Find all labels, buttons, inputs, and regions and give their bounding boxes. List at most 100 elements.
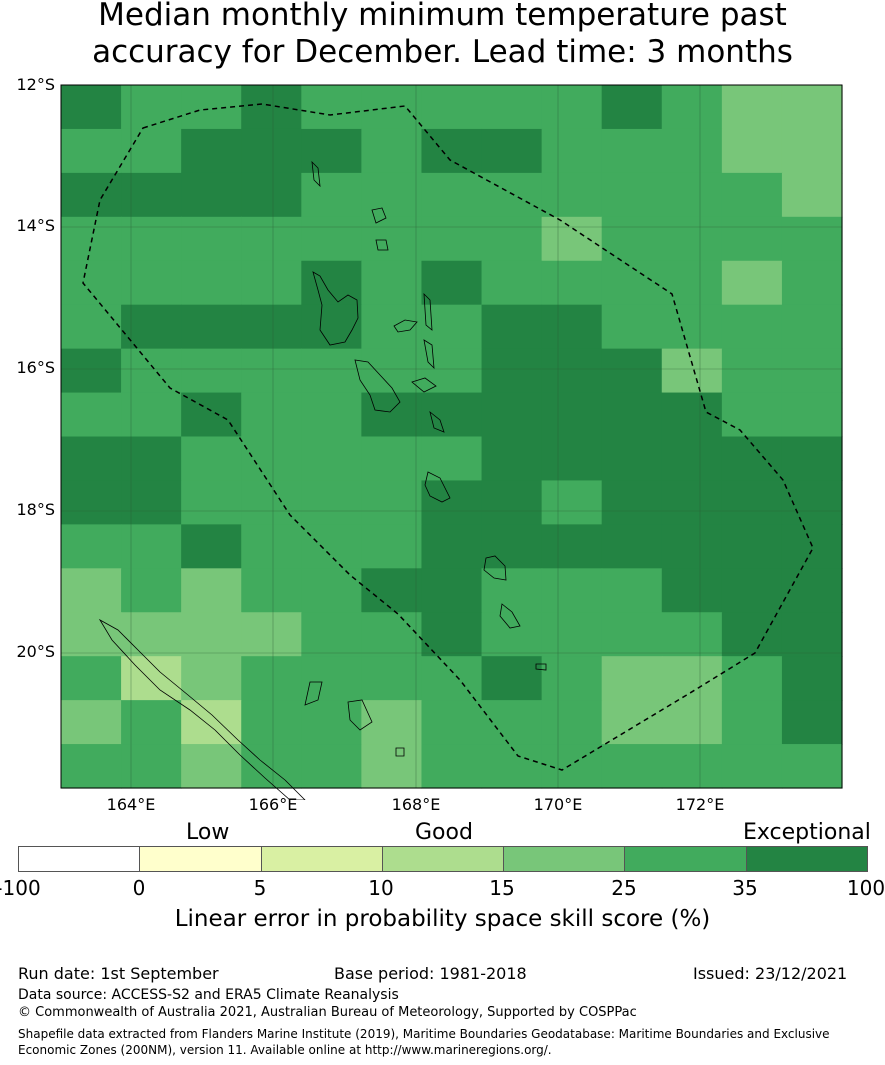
skill-cell [721, 216, 783, 262]
skill-cell [301, 172, 362, 218]
colorbar-tick: 5 [253, 876, 267, 900]
skill-cell [121, 612, 182, 657]
skill-cell [421, 172, 483, 218]
skill-cell [121, 216, 182, 262]
skill-cell [601, 348, 663, 394]
skill-cell [61, 304, 122, 350]
skill-cell [361, 612, 423, 657]
skill-cell [781, 85, 843, 130]
skill-cell [481, 524, 543, 569]
island-new-caledonia [98, 618, 306, 800]
skill-cell [421, 348, 483, 394]
skill-cell [181, 568, 242, 613]
skill-cell [781, 216, 843, 262]
island-loyalty-3 [395, 747, 405, 757]
skill-cell [181, 436, 242, 482]
lat-label-20s: 20°S [16, 642, 55, 661]
skill-cell [601, 524, 663, 569]
eez-boundary [82, 103, 814, 771]
skill-cell [781, 304, 843, 350]
skill-cell [601, 480, 663, 525]
skill-cell [61, 260, 122, 306]
skill-grid [61, 85, 843, 789]
skill-cell [781, 348, 843, 394]
skill-cell [241, 700, 302, 745]
skill-cell [301, 348, 362, 394]
skill-cell [61, 436, 122, 482]
skill-cell [61, 612, 122, 657]
skill-cell [481, 480, 543, 525]
skill-cell [721, 172, 783, 218]
colorbar-label: Linear error in probability space skill … [174, 906, 711, 932]
skill-cell [241, 216, 302, 262]
lon-label-172e: 172°E [675, 795, 725, 814]
skill-cell [61, 348, 122, 394]
skill-cell [721, 304, 783, 350]
skill-cell [661, 216, 723, 262]
island-malekula [354, 359, 401, 413]
skill-cell [541, 524, 603, 569]
skill-cell [181, 524, 242, 569]
skill-cell [481, 128, 543, 174]
skill-cell [481, 436, 543, 482]
colorbar-swatch [260, 846, 383, 872]
skill-map [60, 84, 843, 800]
skill-cell [241, 656, 302, 701]
skill-cell [601, 216, 663, 262]
lat-label-18s: 18°S [16, 500, 55, 519]
skill-cell [361, 436, 423, 482]
skill-cell [241, 392, 302, 438]
skill-cell [121, 744, 182, 789]
skill-cell [241, 304, 302, 350]
skill-cell [421, 744, 483, 789]
skill-cell [601, 612, 663, 657]
skill-cell [241, 612, 302, 657]
skill-cell [361, 656, 423, 701]
skill-cell [721, 744, 783, 789]
skill-cell [721, 700, 783, 745]
skill-cell [241, 524, 302, 569]
skill-cell [781, 436, 843, 482]
colorbar-tick: -100 [0, 876, 41, 900]
skill-cell [61, 656, 122, 701]
skill-cell [241, 480, 302, 525]
skill-cell [121, 392, 182, 438]
skill-cell [121, 524, 182, 569]
skill-cell [241, 85, 302, 130]
skill-cell [361, 216, 423, 262]
skill-cell [121, 480, 182, 525]
skill-cell [481, 348, 543, 394]
island-ambrym [411, 377, 437, 393]
skill-cell [481, 304, 543, 350]
skill-cell [181, 392, 242, 438]
skill-cell [301, 304, 362, 350]
legend-category-exceptional: Exceptional [743, 820, 871, 845]
skill-cell [421, 480, 483, 525]
skill-cell [661, 128, 723, 174]
copyright: © Commonwealth of Australia 2021, Austra… [18, 1005, 637, 1020]
skill-cell [361, 348, 423, 394]
colorbar-swatch [18, 846, 141, 872]
map-frame [60, 84, 843, 789]
skill-cell [781, 128, 843, 174]
skill-cell [781, 524, 843, 569]
skill-cell [361, 480, 423, 525]
skill-cell [721, 612, 783, 657]
skill-cell [721, 568, 783, 613]
skill-cell [541, 612, 603, 657]
islands [98, 160, 547, 800]
island-pentecost [423, 292, 433, 331]
skill-cell [721, 260, 783, 306]
skill-cell [661, 436, 723, 482]
lon-label-164e: 164°E [106, 795, 156, 814]
skill-cell [721, 392, 783, 438]
skill-cell [421, 392, 483, 438]
skill-cell [781, 392, 843, 438]
skill-cell [421, 128, 483, 174]
island-erromango [483, 555, 507, 581]
skill-cell [361, 128, 423, 174]
skill-cell [241, 568, 302, 613]
colorbar-swatch [745, 846, 868, 872]
skill-cell [181, 172, 242, 218]
legend-category-good: Good [415, 820, 473, 845]
